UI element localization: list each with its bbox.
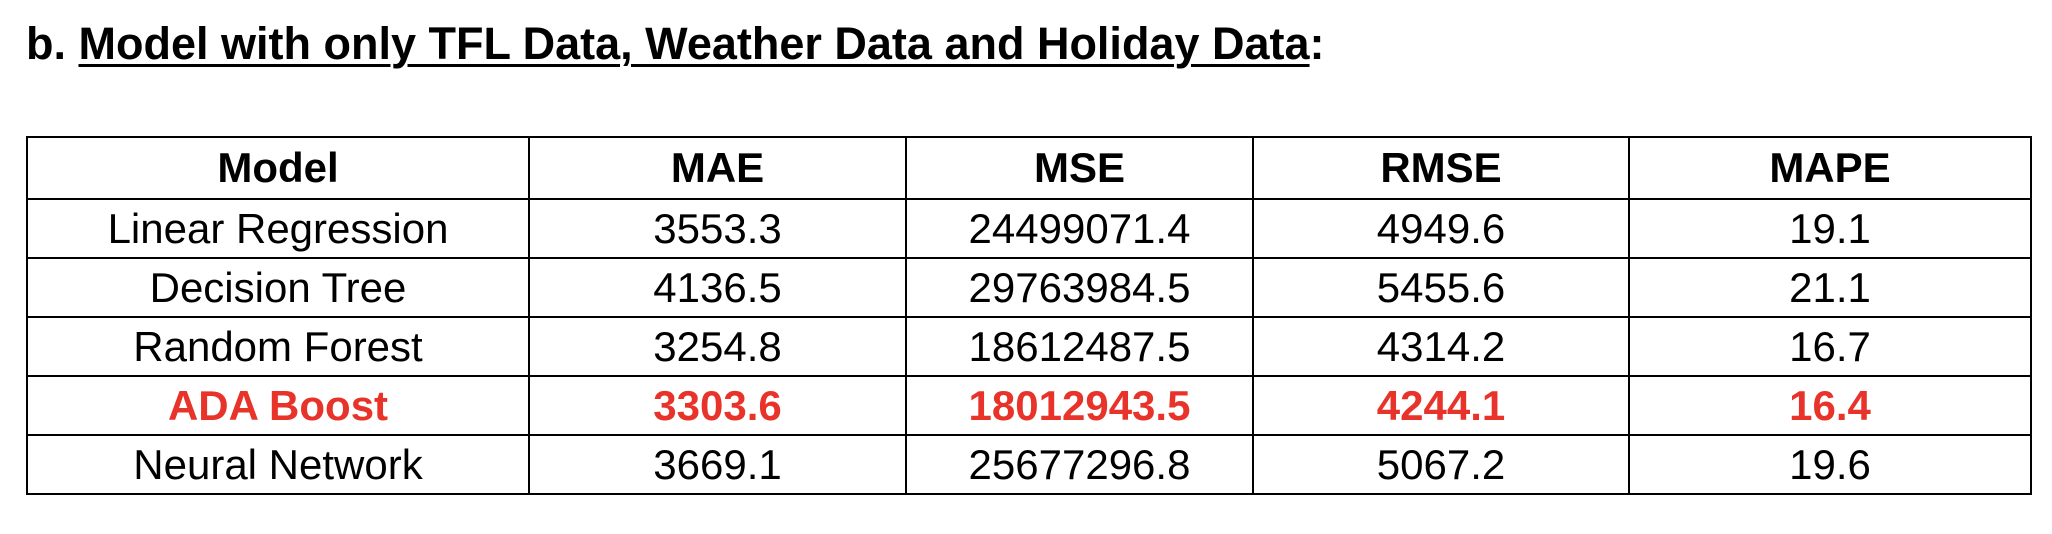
column-header-mape: MAPE (1628, 136, 2032, 200)
table-row-highlighted: ADA Boost 3303.6 18012943.5 4244.1 16.4 (26, 375, 2032, 436)
section-heading: b. Model with only TFL Data, Weather Dat… (26, 14, 1325, 74)
column-header-mae: MAE (528, 136, 907, 200)
cell-mae: 4136.5 (528, 257, 907, 318)
cell-model: ADA Boost (26, 375, 530, 436)
cell-model: Neural Network (26, 434, 530, 495)
table-header-row: Model MAE MSE RMSE MAPE (26, 136, 2032, 200)
cell-mape: 21.1 (1628, 257, 2032, 318)
cell-mae: 3669.1 (528, 434, 907, 495)
cell-model: Random Forest (26, 316, 530, 377)
cell-rmse: 4244.1 (1252, 375, 1630, 436)
table-row: Decision Tree 4136.5 29763984.5 5455.6 2… (26, 257, 2032, 318)
table-row: Random Forest 3254.8 18612487.5 4314.2 1… (26, 316, 2032, 377)
cell-mae: 3303.6 (528, 375, 907, 436)
cell-model: Decision Tree (26, 257, 530, 318)
cell-model: Linear Regression (26, 198, 530, 259)
cell-mse: 18012943.5 (905, 375, 1254, 436)
heading-suffix: : (1309, 18, 1325, 69)
column-header-model: Model (26, 136, 530, 200)
cell-mae: 3254.8 (528, 316, 907, 377)
cell-rmse: 5455.6 (1252, 257, 1630, 318)
cell-mse: 24499071.4 (905, 198, 1254, 259)
cell-mse: 29763984.5 (905, 257, 1254, 318)
table-row: Neural Network 3669.1 25677296.8 5067.2 … (26, 434, 2032, 495)
column-header-rmse: RMSE (1252, 136, 1630, 200)
cell-mse: 18612487.5 (905, 316, 1254, 377)
heading-title: Model with only TFL Data, Weather Data a… (78, 18, 1310, 69)
cell-rmse: 5067.2 (1252, 434, 1630, 495)
results-table: Model MAE MSE RMSE MAPE Linear Regressio… (26, 136, 2032, 495)
table-row: Linear Regression 3553.3 24499071.4 4949… (26, 198, 2032, 259)
column-header-mse: MSE (905, 136, 1254, 200)
cell-rmse: 4314.2 (1252, 316, 1630, 377)
cell-mse: 25677296.8 (905, 434, 1254, 495)
heading-prefix: b. (26, 18, 79, 69)
cell-mape: 16.7 (1628, 316, 2032, 377)
cell-rmse: 4949.6 (1252, 198, 1630, 259)
cell-mape: 19.6 (1628, 434, 2032, 495)
cell-mape: 19.1 (1628, 198, 2032, 259)
cell-mape: 16.4 (1628, 375, 2032, 436)
cell-mae: 3553.3 (528, 198, 907, 259)
